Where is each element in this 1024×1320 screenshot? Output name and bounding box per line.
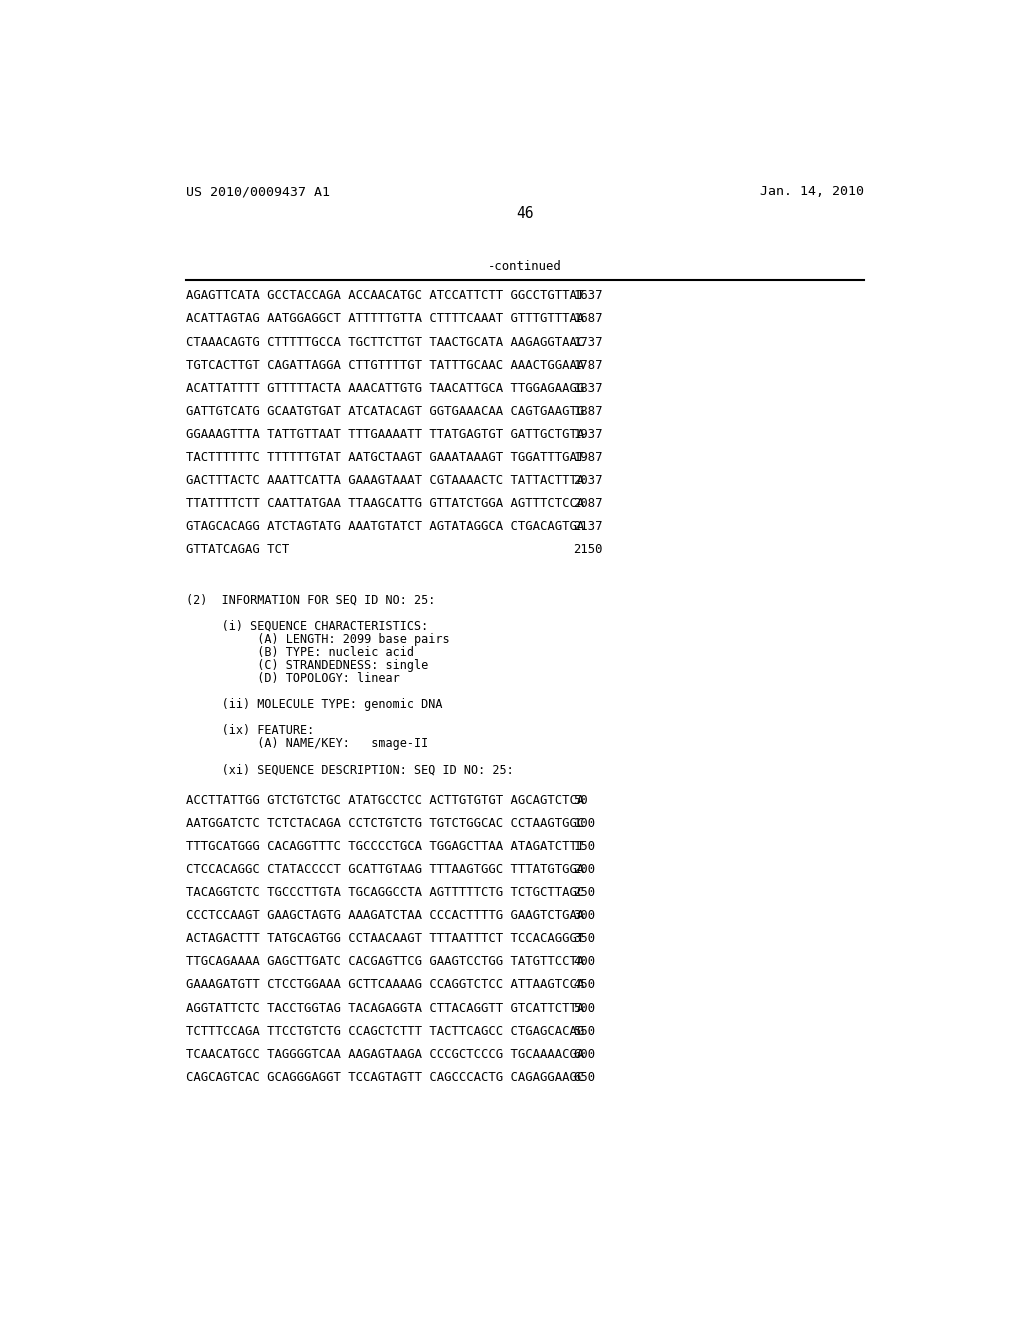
Text: TACAGGTCTC TGCCCTTGTA TGCAGGCCTA AGTTTTTCTG TCTGCTTAGC: TACAGGTCTC TGCCCTTGTA TGCAGGCCTA AGTTTTT… — [186, 886, 585, 899]
Text: TTATTTTCTT CAATTATGAA TTAAGCATTG GTTATCTGGA AGTTTCTCCA: TTATTTTCTT CAATTATGAA TTAAGCATTG GTTATCT… — [186, 498, 585, 511]
Text: (i) SEQUENCE CHARACTERISTICS:: (i) SEQUENCE CHARACTERISTICS: — [186, 619, 428, 632]
Text: TACTTTTTTC TTTTTTGTAT AATGCTAAGT GAAATAAAGT TGGATTTGAT: TACTTTTTTC TTTTTTGTAT AATGCTAAGT GAAATAA… — [186, 451, 585, 465]
Text: 650: 650 — [573, 1071, 596, 1084]
Text: 46: 46 — [516, 206, 534, 222]
Text: (2)  INFORMATION FOR SEQ ID NO: 25:: (2) INFORMATION FOR SEQ ID NO: 25: — [186, 594, 435, 606]
Text: (ix) FEATURE:: (ix) FEATURE: — [186, 725, 314, 738]
Text: (ii) MOLECULE TYPE: genomic DNA: (ii) MOLECULE TYPE: genomic DNA — [186, 698, 442, 711]
Text: 250: 250 — [573, 886, 596, 899]
Text: 200: 200 — [573, 863, 596, 876]
Text: 100: 100 — [573, 817, 596, 830]
Text: (xi) SEQUENCE DESCRIPTION: SEQ ID NO: 25:: (xi) SEQUENCE DESCRIPTION: SEQ ID NO: 25… — [186, 764, 514, 776]
Text: (A) NAME/KEY:   smage-II: (A) NAME/KEY: smage-II — [186, 738, 428, 751]
Text: ACATTAGTAG AATGGAGGCT ATTTTTGTTA CTTTTCAAAT GTTTGTTTAA: ACATTAGTAG AATGGAGGCT ATTTTTGTTA CTTTTCA… — [186, 313, 585, 326]
Text: TCTTTCCAGA TTCCTGTCTG CCAGCTCTTT TACTTCAGCC CTGAGCACAG: TCTTTCCAGA TTCCTGTCTG CCAGCTCTTT TACTTCA… — [186, 1024, 585, 1038]
Text: TTTGCATGGG CACAGGTTTC TGCCCCTGCA TGGAGCTTAA ATAGATCTTT: TTTGCATGGG CACAGGTTTC TGCCCCTGCA TGGAGCT… — [186, 840, 585, 853]
Text: TCAACATGCC TAGGGGTCAA AAGAGTAAGA CCCGCTCCCG TGCAAAACGA: TCAACATGCC TAGGGGTCAA AAGAGTAAGA CCCGCTC… — [186, 1048, 585, 1061]
Text: -continued: -continued — [487, 260, 562, 273]
Text: (D) TOPOLOGY: linear: (D) TOPOLOGY: linear — [186, 672, 400, 685]
Text: GTTATCAGAG TCT: GTTATCAGAG TCT — [186, 544, 290, 557]
Text: 1787: 1787 — [573, 359, 603, 372]
Text: 1687: 1687 — [573, 313, 603, 326]
Text: (A) LENGTH: 2099 base pairs: (A) LENGTH: 2099 base pairs — [186, 632, 450, 645]
Text: 600: 600 — [573, 1048, 596, 1061]
Text: 2087: 2087 — [573, 498, 603, 511]
Text: Jan. 14, 2010: Jan. 14, 2010 — [760, 185, 864, 198]
Text: 1837: 1837 — [573, 381, 603, 395]
Text: CTCCACAGGC CTATACCCCT GCATTGTAAG TTTAAGTGGC TTTATGTGGA: CTCCACAGGC CTATACCCCT GCATTGTAAG TTTAAGT… — [186, 863, 585, 876]
Text: 1887: 1887 — [573, 405, 603, 418]
Text: AGGTATTCTC TACCTGGTAG TACAGAGGTA CTTACAGGTT GTCATTCTTA: AGGTATTCTC TACCTGGTAG TACAGAGGTA CTTACAG… — [186, 1002, 585, 1015]
Text: 1987: 1987 — [573, 451, 603, 465]
Text: 2137: 2137 — [573, 520, 603, 533]
Text: GATTGTCATG GCAATGTGAT ATCATACAGT GGTGAAACAA CAGTGAAGTG: GATTGTCATG GCAATGTGAT ATCATACAGT GGTGAAA… — [186, 405, 585, 418]
Text: 50: 50 — [573, 793, 589, 807]
Text: 150: 150 — [573, 840, 596, 853]
Text: 550: 550 — [573, 1024, 596, 1038]
Text: TGTCACTTGT CAGATTAGGA CTTGTTTTGT TATTTGCAAC AAACTGGAAA: TGTCACTTGT CAGATTAGGA CTTGTTTTGT TATTTGC… — [186, 359, 585, 372]
Text: US 2010/0009437 A1: US 2010/0009437 A1 — [186, 185, 330, 198]
Text: CCCTCCAAGT GAAGCTAGTG AAAGATCTAA CCCACTTTTG GAAGTCTGAA: CCCTCCAAGT GAAGCTAGTG AAAGATCTAA CCCACTT… — [186, 909, 585, 923]
Text: TTGCAGAAAA GAGCTTGATC CACGAGTTCG GAAGTCCTGG TATGTTCCTA: TTGCAGAAAA GAGCTTGATC CACGAGTTCG GAAGTCC… — [186, 956, 585, 969]
Text: 450: 450 — [573, 978, 596, 991]
Text: AATGGATCTC TCTCTACAGA CCTCTGTCTG TGTCTGGCAC CCTAAGTGGC: AATGGATCTC TCTCTACAGA CCTCTGTCTG TGTCTGG… — [186, 817, 585, 830]
Text: ACCTTATTGG GTCTGTCTGC ATATGCCTCC ACTTGTGTGT AGCAGTCTCA: ACCTTATTGG GTCTGTCTGC ATATGCCTCC ACTTGTG… — [186, 793, 585, 807]
Text: (B) TYPE: nucleic acid: (B) TYPE: nucleic acid — [186, 645, 414, 659]
Text: AGAGTTCATA GCCTACCAGA ACCAACATGC ATCCATTCTT GGCCTGTTAT: AGAGTTCATA GCCTACCAGA ACCAACATGC ATCCATT… — [186, 289, 585, 302]
Text: GACTTTACTC AAATTCATTA GAAAGTAAAT CGTAAAACTC TATTACTTTA: GACTTTACTC AAATTCATTA GAAAGTAAAT CGTAAAA… — [186, 474, 585, 487]
Text: 1637: 1637 — [573, 289, 603, 302]
Text: (C) STRANDEDNESS: single: (C) STRANDEDNESS: single — [186, 659, 428, 672]
Text: ACATTATTTT GTTTTTACTA AAACATTGTG TAACATTGCA TTGGAGAAGG: ACATTATTTT GTTTTTACTA AAACATTGTG TAACATT… — [186, 381, 585, 395]
Text: CTAAACAGTG CTTTTTGCCA TGCTTCTTGT TAACTGCATA AAGAGGTAAC: CTAAACAGTG CTTTTTGCCA TGCTTCTTGT TAACTGC… — [186, 335, 585, 348]
Text: GGAAAGTTTA TATTGTTAAT TTTGAAAATT TTATGAGTGT GATTGCTGTA: GGAAAGTTTA TATTGTTAAT TTTGAAAATT TTATGAG… — [186, 428, 585, 441]
Text: CAGCAGTCAC GCAGGGAGGT TCCAGTAGTT CAGCCCACTG CAGAGGAAGC: CAGCAGTCAC GCAGGGAGGT TCCAGTAGTT CAGCCCA… — [186, 1071, 585, 1084]
Text: 1737: 1737 — [573, 335, 603, 348]
Text: GAAAGATGTT CTCCTGGAAA GCTTCAAAAG CCAGGTCTCC ATTAAGTCCA: GAAAGATGTT CTCCTGGAAA GCTTCAAAAG CCAGGTC… — [186, 978, 585, 991]
Text: 1937: 1937 — [573, 428, 603, 441]
Text: 300: 300 — [573, 909, 596, 923]
Text: GTAGCACAGG ATCTAGTATG AAATGTATCT AGTATAGGCA CTGACAGTGA: GTAGCACAGG ATCTAGTATG AAATGTATCT AGTATAG… — [186, 520, 585, 533]
Text: 2150: 2150 — [573, 544, 603, 557]
Text: 2037: 2037 — [573, 474, 603, 487]
Text: 500: 500 — [573, 1002, 596, 1015]
Text: ACTAGACTTT TATGCAGTGG CCTAACAAGT TTTAATTTCT TCCACAGGGT: ACTAGACTTT TATGCAGTGG CCTAACAAGT TTTAATT… — [186, 932, 585, 945]
Text: 350: 350 — [573, 932, 596, 945]
Text: 400: 400 — [573, 956, 596, 969]
